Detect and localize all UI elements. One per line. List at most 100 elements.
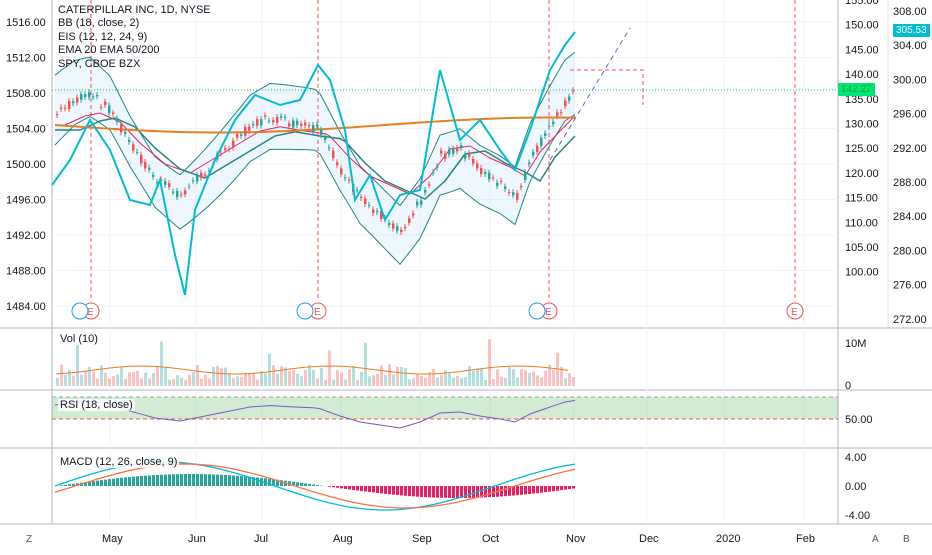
candle-body (448, 150, 451, 155)
volume-bar (412, 378, 415, 386)
left-axis-tick: 1484.00 (6, 301, 46, 313)
auto-scale-button[interactable]: A (872, 534, 879, 545)
volume-bar (76, 344, 79, 386)
macd-hist (376, 486, 379, 493)
candle-body (264, 115, 267, 116)
volume-bar (296, 374, 299, 386)
volume-bar (540, 377, 543, 386)
macd-hist (568, 486, 571, 489)
macd-hist (364, 486, 367, 492)
macd-hist (468, 486, 471, 498)
volume-bar (536, 375, 539, 386)
volume-bar (332, 380, 335, 386)
macd-hist (340, 486, 343, 488)
candle-body (544, 133, 547, 136)
symbol-title[interactable]: CATERPILLAR INC, 1D, NYSE (58, 4, 211, 17)
candle-body (172, 192, 175, 193)
indicator-bb[interactable]: BB (18, close, 2) (58, 17, 211, 30)
volume-bar (508, 367, 511, 386)
macd-hist (68, 484, 71, 486)
macd-hist (408, 486, 411, 496)
left-axis-tick: 1512.00 (6, 53, 46, 65)
candle-body (228, 149, 231, 150)
macd-hist (328, 486, 331, 487)
volume-bar (516, 377, 519, 386)
volume-bar (396, 367, 399, 386)
right-axis-tick: 140.00 (845, 69, 879, 81)
volume-bar (380, 365, 383, 386)
candle-body (348, 180, 351, 181)
indicator-ema[interactable]: EMA 20 EMA 50/200 (58, 44, 211, 57)
candle-body (356, 190, 359, 191)
candle-body (164, 181, 167, 185)
macd-hist (172, 474, 175, 486)
volume-bar (120, 367, 123, 386)
volume-bar (140, 379, 143, 386)
log-scale-button[interactable]: B (903, 534, 910, 545)
macd-hist (104, 480, 107, 486)
indicator-spy[interactable]: SPY, CBOE BZX (58, 58, 211, 71)
candle-body (368, 205, 371, 206)
volume-bar (176, 375, 179, 386)
macd-label[interactable]: MACD (12, 26, close, 9) (58, 456, 179, 468)
far-axis-tick: 292.00 (893, 143, 927, 155)
volume-bar (56, 378, 59, 386)
candle-body (136, 152, 139, 153)
macd-hist (120, 478, 123, 486)
volume-bar (160, 342, 163, 386)
macd-hist (420, 486, 423, 497)
rsi-label[interactable]: RSI (18, close) (58, 399, 135, 411)
volume-bar (192, 372, 195, 386)
candle-body (488, 173, 491, 180)
macd-hist (384, 486, 387, 494)
volume-bar (164, 368, 167, 386)
candle-body (428, 185, 431, 186)
time-axis-label: Jun (188, 533, 206, 545)
macd-hist (432, 486, 435, 498)
volume-bar (200, 379, 203, 386)
far-axis-tick: 280.00 (893, 245, 927, 257)
volume-bar (168, 380, 171, 386)
macd-hist (180, 474, 183, 486)
macd-hist (160, 475, 163, 486)
candle-body (376, 211, 379, 212)
zoom-button[interactable]: Z (26, 534, 32, 545)
left-axis-tick: 1488.00 (6, 266, 46, 278)
volume-bar (448, 374, 451, 386)
candle-body (324, 137, 327, 140)
volume-bar (424, 378, 427, 386)
volume-bar (436, 377, 439, 386)
volume-bar (504, 378, 507, 386)
candle-body (412, 213, 415, 215)
macd-hist (244, 476, 247, 486)
volume-label[interactable]: Vol (10) (58, 333, 100, 345)
candle-body (320, 129, 323, 134)
volume-bar (496, 369, 499, 386)
macd-hist (96, 481, 99, 486)
volume-bar (244, 373, 247, 386)
volume-bar (72, 376, 75, 386)
left-axis-tick: 1516.00 (6, 17, 46, 29)
candle-body (64, 108, 67, 109)
macd-hist (60, 485, 63, 486)
volume-bar (100, 365, 103, 386)
macd-hist (300, 483, 303, 486)
far-axis-tick: 284.00 (893, 211, 927, 223)
volume-bar (236, 376, 239, 386)
indicator-eis[interactable]: EIS (12, 12, 24, 9) (58, 31, 211, 44)
volume-bar (144, 373, 147, 386)
volume-bar (132, 372, 135, 386)
left-axis-tick: 1492.00 (6, 230, 46, 242)
candle-body (252, 124, 255, 125)
candle-body (236, 134, 239, 138)
macd-hist (336, 486, 339, 488)
volume-bar (528, 373, 531, 386)
volume-bar (452, 378, 455, 386)
volume-bar (552, 369, 555, 386)
volume-bar (212, 367, 215, 386)
candle-body (132, 144, 135, 150)
candle-body (332, 151, 335, 158)
volume-bar (276, 374, 279, 386)
volume-bar (360, 372, 363, 386)
macd-hist (448, 486, 451, 498)
